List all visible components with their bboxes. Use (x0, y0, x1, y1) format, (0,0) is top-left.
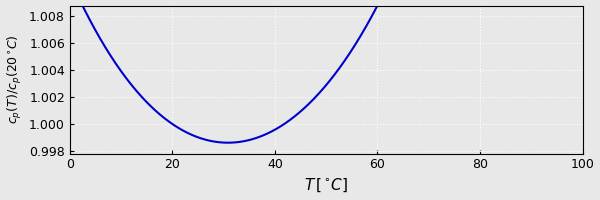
Y-axis label: $c_p(T)/c_p(20^\circ\!C)$: $c_p(T)/c_p(20^\circ\!C)$ (5, 35, 23, 124)
X-axis label: $T\,[^\circ\!C]$: $T\,[^\circ\!C]$ (304, 177, 348, 194)
